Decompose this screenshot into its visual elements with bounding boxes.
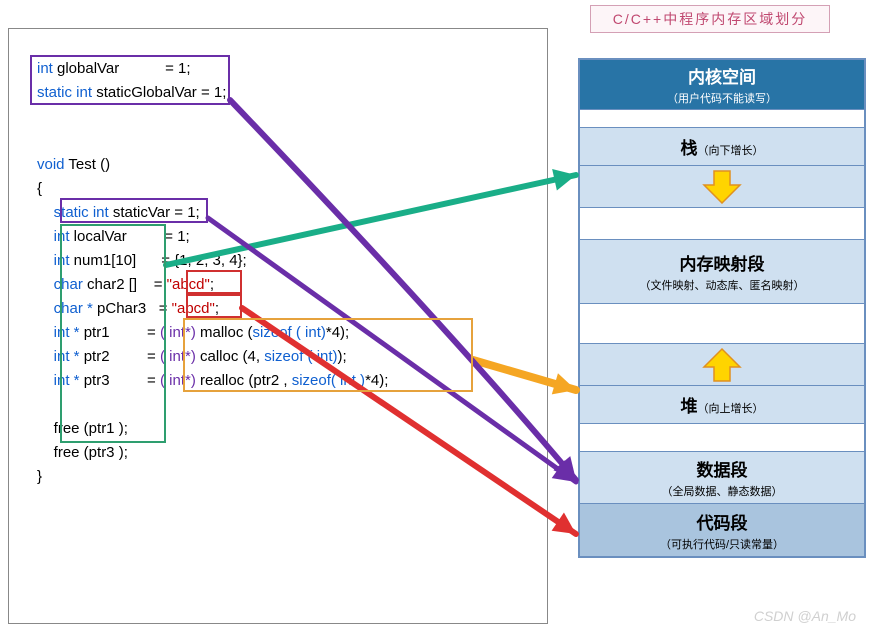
mem-subtitle: （全局数据、静态数据）	[580, 483, 864, 499]
code-text: =	[146, 300, 171, 317]
str-abcd: "abcd"	[167, 276, 210, 293]
mem-gap1	[580, 110, 864, 128]
mem-data: 数据段 （全局数据、静态数据）	[580, 452, 864, 504]
mem-text: 代码段 （可执行代码/只读常量）	[580, 504, 864, 556]
code-panel: int globalVar = 1; static int staticGlob…	[8, 28, 548, 624]
code-text: = 1;	[197, 84, 227, 101]
code-text: );	[338, 348, 347, 365]
mem-mmap: 内存映射段 （文件映射、动态库、匿名映射）	[580, 240, 864, 304]
kw-static-int: static int	[54, 204, 109, 221]
kw-void: void	[37, 156, 65, 173]
ident-pchar3: pChar3	[93, 300, 146, 317]
code-text: *4);	[326, 324, 349, 341]
code-text: =	[110, 348, 160, 365]
mem-title: 内存映射段	[580, 250, 864, 275]
mem-title: 内核空间	[580, 63, 864, 88]
kw-intptr: int *	[54, 372, 80, 389]
mem-title-inline: 堆（向上增长）	[580, 392, 864, 417]
sizeof: sizeof( int )	[292, 372, 365, 389]
sizeof: sizeof ( int)	[253, 324, 326, 341]
kw-char: char	[54, 276, 83, 293]
arrow-down-icon	[702, 169, 742, 204]
mem-heap-grow	[580, 344, 864, 386]
ident-ptr2: ptr2	[80, 348, 110, 365]
code-text: = 1;	[119, 60, 190, 77]
code-text: ;	[210, 276, 214, 293]
ident-staticglobal: staticGlobalVar	[92, 84, 197, 101]
call-calloc: calloc (4,	[196, 348, 264, 365]
ident-ptr3: ptr3	[80, 372, 110, 389]
arrow-up-icon	[702, 347, 742, 382]
call-realloc: realloc (ptr2 ,	[196, 372, 292, 389]
ident-test: Test ()	[65, 156, 111, 173]
mem-subtitle: （可执行代码/只读常量）	[580, 536, 864, 552]
brace-close: }	[37, 468, 42, 485]
cast: ( int*)	[160, 372, 196, 389]
ident-localvar: localVar	[70, 228, 127, 245]
sizeof: sizeof ( int)	[264, 348, 337, 365]
brace-open: {	[37, 180, 42, 197]
code-text: = 1;	[170, 204, 200, 221]
ident-char2: char2 []	[83, 276, 137, 293]
mem-title-inline: 栈（向下增长）	[580, 134, 864, 159]
mem-gap2	[580, 208, 864, 240]
call-free: free (ptr3 );	[54, 444, 128, 461]
kw-charptr: char *	[54, 300, 93, 317]
mem-kernel: 内核空间 （用户代码不能读写）	[580, 60, 864, 110]
diagram-title: C/C++中程序内存区域划分	[590, 5, 830, 33]
call-malloc: malloc (	[196, 324, 253, 341]
code-text: = {1, 2, 3, 4};	[136, 252, 247, 269]
mem-heap: 堆（向上增长）	[580, 386, 864, 424]
mem-gap4	[580, 424, 864, 452]
mem-stack: 栈（向下增长）	[580, 128, 864, 166]
str-abcd: "abcd"	[172, 300, 215, 317]
code-text: =	[110, 372, 160, 389]
mem-title: 代码段	[580, 509, 864, 534]
code-block: int globalVar = 1; static int staticGlob…	[37, 57, 527, 489]
mem-gap3	[580, 304, 864, 344]
call-free: free (ptr1 );	[54, 420, 128, 437]
code-text: *4);	[365, 372, 388, 389]
kw-int: int	[54, 228, 70, 245]
code-text: = 1;	[127, 228, 190, 245]
cast: ( int*)	[160, 324, 196, 341]
code-text: =	[110, 324, 160, 341]
cast: ( int*)	[160, 348, 196, 365]
kw-static-int: static int	[37, 84, 92, 101]
code-text: =	[137, 276, 167, 293]
kw-intptr: int *	[54, 324, 80, 341]
memory-layout: 内核空间 （用户代码不能读写） 栈（向下增长） 内存映射段 （文件映射、动态库、匿名映射…	[578, 58, 866, 558]
mem-subtitle: （用户代码不能读写）	[580, 90, 864, 106]
ident-ptr1: ptr1	[80, 324, 110, 341]
ident-globalvar: globalVar	[53, 60, 119, 77]
code-text: ;	[215, 300, 219, 317]
ident-staticvar: staticVar	[109, 204, 170, 221]
kw-int: int	[37, 60, 53, 77]
kw-int: int	[54, 252, 70, 269]
mem-stack-grow	[580, 166, 864, 208]
kw-intptr: int *	[54, 348, 80, 365]
mem-title: 数据段	[580, 456, 864, 481]
mem-subtitle: （文件映射、动态库、匿名映射）	[580, 277, 864, 293]
ident-num1: num1[10]	[70, 252, 137, 269]
watermark: CSDN @An_Mo	[754, 608, 856, 624]
